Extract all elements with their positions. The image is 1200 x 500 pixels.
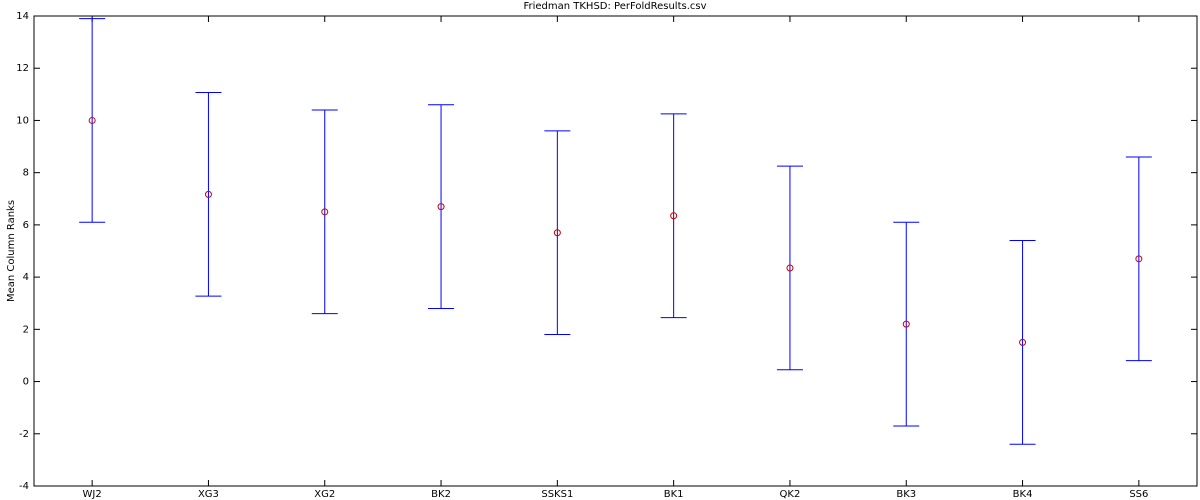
mean-marker xyxy=(204,190,212,198)
x-tick-label: BK2 xyxy=(431,489,451,500)
mean-marker xyxy=(88,116,96,124)
chart-title: Friedman TKHSD: PerFoldResults.csv xyxy=(523,1,706,12)
y-tick-label: 14 xyxy=(16,11,29,22)
x-tick-label: WJ2 xyxy=(83,489,102,500)
y-tick-label: 8 xyxy=(23,168,29,179)
y-tick-label: 4 xyxy=(23,272,29,283)
mean-marker xyxy=(1019,338,1027,346)
x-tick-label: SS6 xyxy=(1129,489,1148,500)
x-tick-label: BK4 xyxy=(1013,489,1033,500)
y-tick-label: 0 xyxy=(23,377,29,388)
x-tick-label: XG3 xyxy=(198,489,219,500)
x-tick-label: SSKS1 xyxy=(541,489,573,500)
y-axis-label: Mean Column Ranks xyxy=(6,200,17,302)
mean-marker xyxy=(321,208,329,216)
y-tick-label: 12 xyxy=(16,63,29,74)
x-tick-label: BK1 xyxy=(664,489,684,500)
y-tick-label: 2 xyxy=(23,324,29,335)
mean-marker xyxy=(437,203,445,211)
mean-marker xyxy=(670,212,678,220)
plot-frame xyxy=(33,15,1198,487)
mean-marker xyxy=(786,264,794,272)
x-tick-label: QK2 xyxy=(780,489,801,500)
y-tick-label: -4 xyxy=(19,481,29,492)
y-tick-label: 10 xyxy=(16,115,29,126)
mean-marker xyxy=(902,320,910,328)
y-tick-label: -2 xyxy=(19,429,29,440)
x-tick-label: BK3 xyxy=(896,489,916,500)
mean-marker xyxy=(553,229,561,237)
y-tick-label: 6 xyxy=(23,220,29,231)
x-tick-label: XG2 xyxy=(314,489,335,500)
mean-marker xyxy=(1135,255,1143,263)
